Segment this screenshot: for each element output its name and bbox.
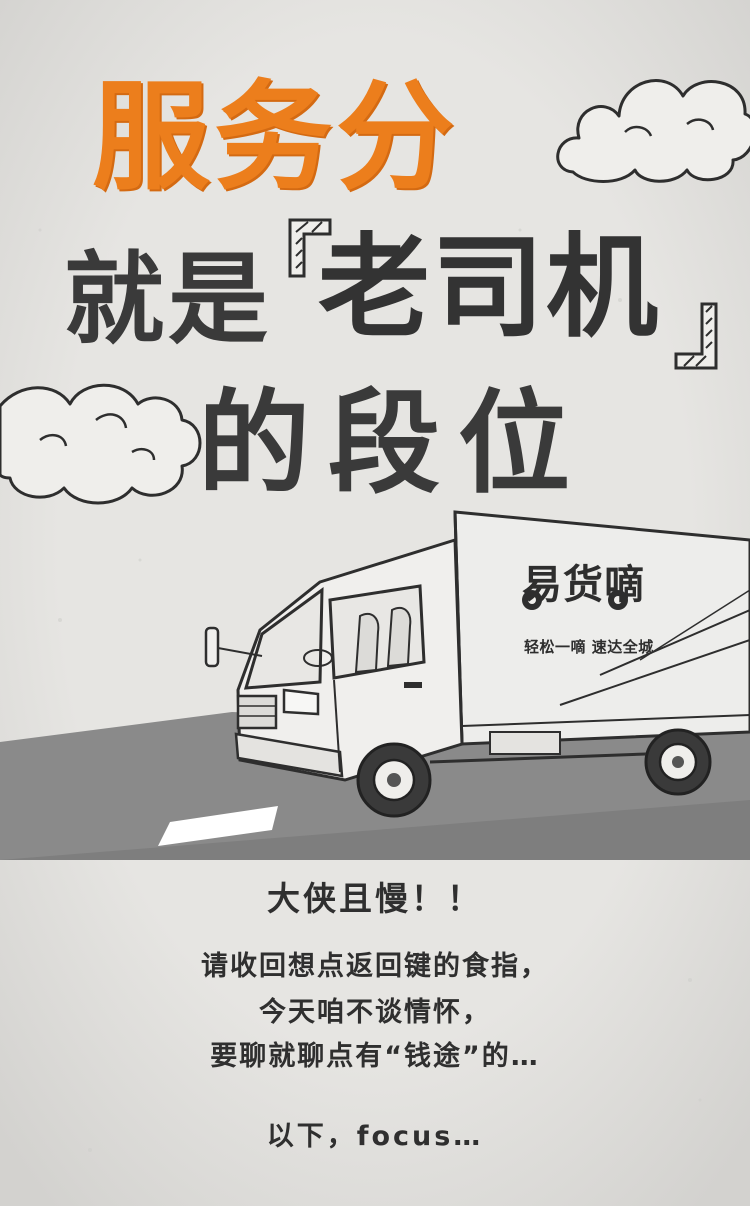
headlight	[282, 688, 320, 716]
title-line-old-driver: 老司机	[318, 223, 660, 353]
windshield	[243, 586, 324, 690]
brand-logo-text: 易货嘀	[522, 562, 645, 608]
quote-bracket-open-icon	[288, 218, 332, 278]
title-line-service-score: 服务分	[92, 68, 459, 206]
quote-bracket-close-icon	[674, 302, 718, 370]
ending-line: 以下，focus…	[266, 1121, 484, 1152]
title-line-is: 就是	[64, 241, 272, 358]
front-grille	[236, 694, 278, 730]
side-mirror	[204, 626, 220, 668]
front-wheel	[356, 742, 432, 818]
cloud-left-icon	[0, 383, 202, 505]
cargo-box	[453, 510, 750, 746]
body-line-3: 要聊就聊点有“钱途”的…	[210, 1041, 540, 1072]
truck-road-illustration: 易货嘀 轻松一嘀 速达全城	[0, 510, 750, 860]
brand-logo-icon	[522, 590, 628, 610]
rear-wheel	[644, 728, 712, 796]
body-line-2: 今天咱不谈情怀，	[259, 997, 491, 1028]
body-line-1: 请收回想点返回键的食指，	[201, 951, 549, 982]
front-bumper	[234, 732, 344, 778]
cloud-top-right-icon	[556, 79, 750, 183]
title-line-rank: 的段位	[198, 379, 588, 509]
headline: 大侠且慢！！	[267, 879, 483, 918]
lane-marking	[158, 806, 278, 846]
brand-slogan: 轻松一嘀 速达全城	[524, 638, 654, 656]
